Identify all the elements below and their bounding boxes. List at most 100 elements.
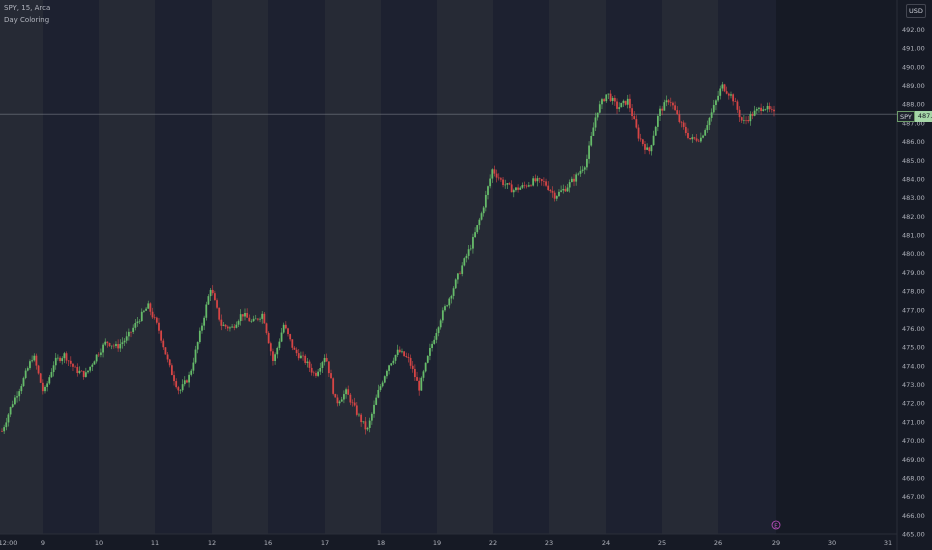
y-tick-label: 488.00 [902, 101, 925, 109]
day-band [0, 0, 43, 534]
x-tick-label: 19 [433, 539, 441, 547]
candle-body [618, 107, 621, 109]
candle-body [50, 372, 53, 378]
candle-body [536, 178, 539, 182]
candle-body [515, 187, 517, 191]
candle-body [538, 178, 541, 180]
candle-body [454, 279, 457, 289]
candle-body [336, 397, 339, 404]
candle-body [57, 357, 59, 359]
currency-button[interactable]: USD [906, 4, 926, 18]
candle-body [583, 167, 586, 170]
candle-body [248, 317, 251, 322]
y-tick-label: 489.00 [902, 82, 925, 90]
candle-body [351, 402, 354, 404]
candle-body [633, 116, 636, 120]
candle-body [370, 413, 373, 421]
candle-body [14, 397, 16, 405]
candle-body [616, 101, 618, 109]
candle-body [259, 318, 261, 320]
candle-body [469, 248, 472, 250]
x-tick-label: 31 [884, 539, 892, 547]
candle-body [1, 431, 3, 432]
candle-body [564, 188, 567, 192]
candle-body [426, 355, 429, 363]
candle-body [108, 343, 111, 346]
candle-body [134, 323, 137, 328]
candle-body [196, 342, 199, 350]
candle-body [375, 397, 378, 405]
candle-body [717, 95, 719, 101]
candle-body [480, 213, 483, 220]
candle-body [233, 326, 236, 328]
candle-body [26, 368, 29, 371]
candle-body [91, 364, 94, 367]
candle-body [697, 140, 700, 142]
candle-body [327, 361, 330, 374]
candle-body [166, 354, 169, 360]
candle-body [715, 100, 717, 106]
symbol-name: SPY [4, 4, 17, 12]
candle-body [736, 101, 739, 110]
candle-body [755, 108, 758, 111]
x-tick-label: 11 [151, 539, 159, 547]
candle-body [278, 341, 281, 348]
y-tick-label: 470.00 [902, 437, 925, 445]
candle-body [730, 94, 732, 96]
candle-body [629, 98, 631, 109]
candle-body [205, 304, 208, 318]
x-tick-label: 30 [828, 539, 836, 547]
indicator-label[interactable]: Day Coloring [4, 16, 50, 24]
candle-body [383, 376, 386, 383]
candle-body [751, 114, 754, 116]
candle-body [317, 371, 320, 376]
candle-body [63, 353, 66, 359]
candle-body [691, 137, 694, 140]
candle-body [626, 98, 629, 105]
candle-body [334, 393, 337, 398]
candle-body [676, 110, 679, 115]
candle-body [256, 318, 259, 320]
candle-body [418, 380, 421, 391]
candle-body [151, 311, 154, 318]
candle-body [684, 126, 687, 134]
candle-body [650, 145, 653, 152]
candle-body [18, 391, 21, 397]
candle-body [710, 112, 713, 118]
candle-body [747, 120, 750, 122]
candle-body [579, 170, 582, 174]
candle-body [558, 191, 560, 197]
candle-body [280, 332, 283, 342]
candle-body [762, 109, 765, 112]
candle-body [727, 93, 730, 96]
candle-body [588, 145, 590, 159]
x-tick-label: 26 [714, 539, 722, 547]
candle-body [220, 319, 223, 326]
candle-body [605, 94, 608, 102]
x-tick-label: 25 [658, 539, 666, 547]
day-band [268, 0, 325, 534]
candle-body [695, 138, 698, 141]
candle-body [22, 378, 25, 387]
candle-body [194, 349, 197, 363]
symbol-header[interactable]: SPY, 15, Arca [4, 4, 51, 12]
candle-body [102, 344, 104, 353]
candle-body [175, 381, 178, 388]
y-tick-label: 477.00 [902, 306, 925, 314]
candle-body [82, 370, 85, 377]
candles [1, 81, 775, 435]
candle-body [291, 339, 294, 348]
candle-body [699, 137, 702, 142]
candle-body [358, 414, 360, 416]
y-tick-label: 469.00 [902, 456, 925, 464]
candle-body [24, 370, 27, 379]
candle-body [218, 307, 221, 320]
y-tick-label: 478.00 [902, 288, 925, 296]
interval-label: 15 [21, 4, 31, 12]
candle-body [239, 314, 242, 322]
candle-body [315, 372, 317, 376]
candle-body [381, 382, 384, 387]
y-tick-label: 481.00 [902, 232, 925, 240]
candle-body [104, 341, 107, 345]
